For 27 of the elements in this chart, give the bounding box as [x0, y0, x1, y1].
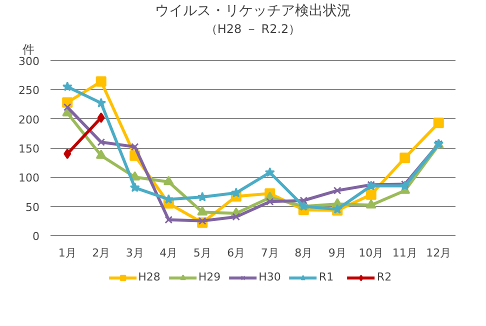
legend-label: R1	[318, 270, 335, 284]
chart-title: ウイルス・リケッチア検出状況	[155, 3, 351, 19]
x-tick-label: 4月	[160, 246, 178, 260]
x-tick-label: 2月	[92, 246, 110, 260]
x-tick-label: 8月	[294, 246, 313, 260]
x-tick-label: 7月	[260, 246, 279, 260]
y-axis-title: 件	[22, 42, 34, 56]
x-tick-label: 1月	[58, 246, 76, 260]
y-tick-label: 250	[18, 84, 40, 98]
y-tick-label: 300	[18, 55, 40, 68]
y-tick-label: 150	[18, 142, 40, 156]
legend-label: H29	[198, 270, 221, 284]
y-tick-label: 0	[32, 230, 40, 243]
x-tick-label: 9月	[328, 246, 346, 260]
legend-label: H28	[138, 270, 160, 284]
legend-label: R2	[376, 270, 393, 284]
legend-label: H30	[258, 270, 281, 284]
x-tick-label: 12月	[426, 246, 452, 260]
y-tick-label: 200	[18, 113, 40, 126]
x-tick-label: 11月	[392, 246, 418, 260]
x-tick-label: 10月	[358, 246, 384, 260]
chart-subtitle: （H28 － R2.2）	[205, 22, 301, 36]
x-tick-label: 3月	[126, 246, 144, 260]
y-tick-label: 50	[26, 200, 40, 214]
y-tick-label: 100	[18, 172, 40, 185]
x-tick-label: 6月	[227, 246, 246, 260]
x-tick-label: 5月	[193, 246, 212, 260]
